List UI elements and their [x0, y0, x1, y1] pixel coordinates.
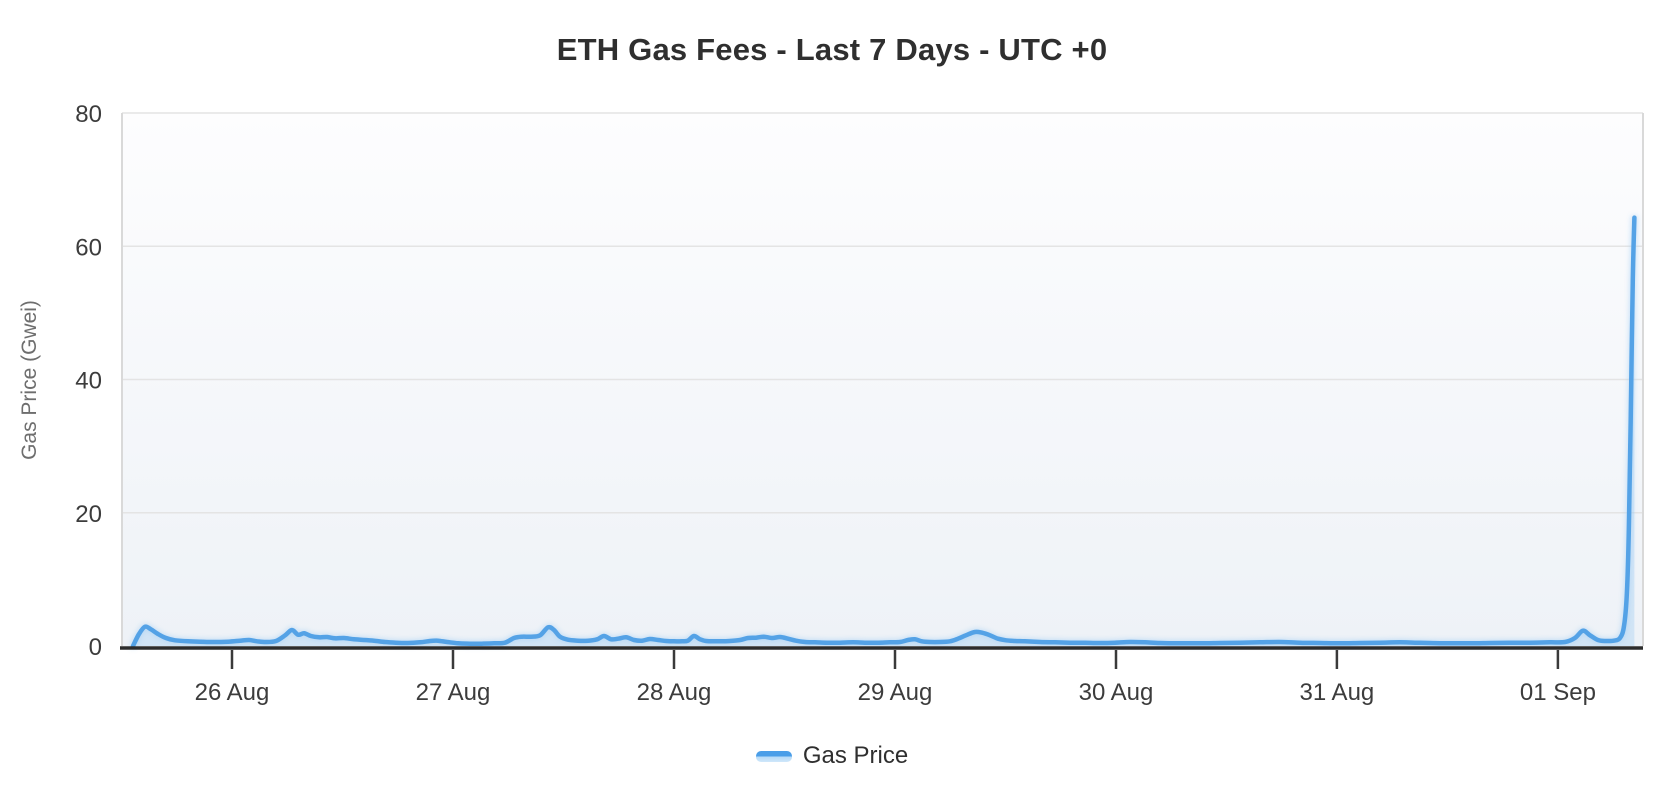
x-tick-label: 27 Aug	[416, 679, 491, 706]
x-tick-label: 29 Aug	[858, 679, 933, 706]
legend[interactable]: Gas Price	[0, 740, 1664, 772]
y-tick-label: 40	[75, 368, 102, 395]
legend-label: Gas Price	[802, 742, 909, 769]
x-tick-label: 30 Aug	[1079, 679, 1154, 706]
gas-price-line	[130, 215, 1637, 649]
legend-marker-gas-price-icon	[755, 750, 792, 762]
x-tick-label: 01 Sep	[1520, 679, 1596, 706]
x-tick-label: 28 Aug	[637, 679, 712, 706]
y-tick-label: 20	[75, 501, 102, 528]
y-tick-label: 0	[89, 634, 102, 661]
chart-title: ETH Gas Fees - Last 7 Days - UTC +0	[556, 32, 1108, 67]
x-tick-label: 31 Aug	[1300, 679, 1375, 706]
x-tick-label: 26 Aug	[195, 679, 270, 706]
y-tick-label: 60	[75, 234, 102, 261]
y-tick-label: 80	[75, 101, 102, 128]
